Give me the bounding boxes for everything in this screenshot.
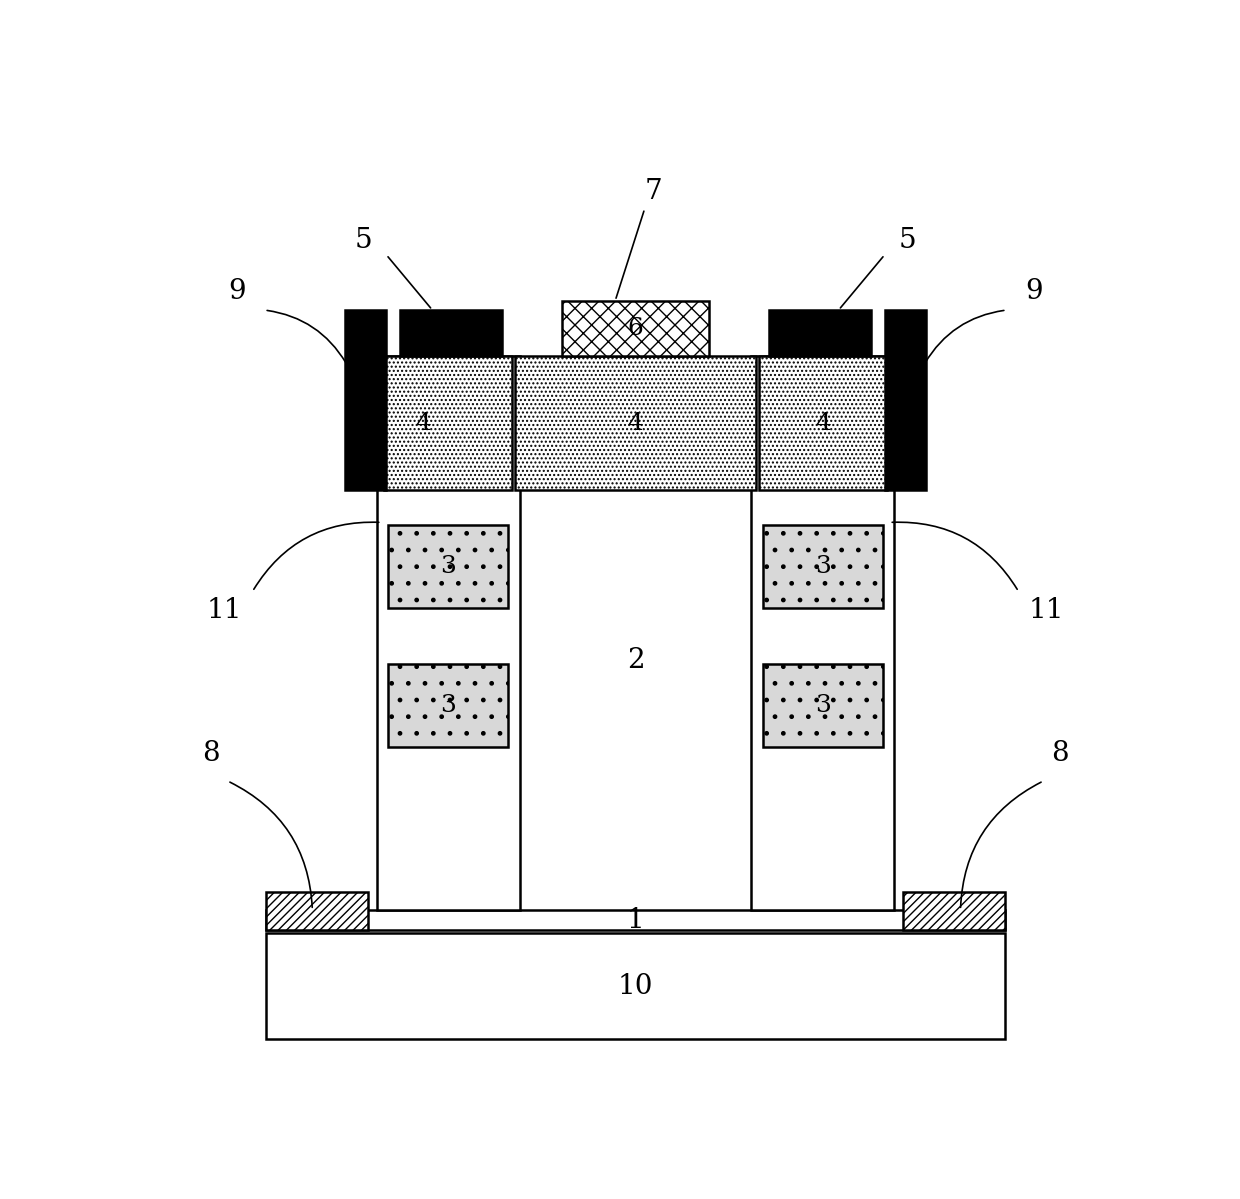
Bar: [903, 892, 1004, 930]
Text: 4: 4: [627, 412, 644, 435]
Text: 6: 6: [627, 317, 644, 341]
Text: 9: 9: [1025, 278, 1043, 305]
Text: 11: 11: [207, 597, 242, 623]
Text: 4: 4: [415, 412, 432, 435]
Text: 5: 5: [355, 228, 372, 254]
Text: 3: 3: [815, 555, 831, 578]
Bar: [759, 356, 887, 490]
Text: 10: 10: [618, 974, 653, 1000]
Bar: [885, 311, 926, 490]
Bar: [345, 311, 386, 490]
Text: 2: 2: [626, 647, 645, 674]
Text: 4: 4: [815, 412, 831, 435]
Bar: [401, 311, 502, 356]
Bar: [751, 356, 894, 910]
Bar: [516, 356, 755, 490]
Bar: [267, 910, 1004, 930]
Text: 7: 7: [645, 179, 663, 205]
Bar: [388, 525, 508, 608]
Bar: [377, 356, 520, 910]
Bar: [384, 356, 512, 490]
Bar: [267, 933, 1004, 1040]
Bar: [562, 301, 709, 356]
Bar: [763, 664, 883, 747]
Bar: [388, 664, 508, 747]
Text: 1: 1: [626, 906, 645, 934]
Text: 8: 8: [202, 740, 219, 766]
Text: 8: 8: [1052, 740, 1069, 766]
Bar: [763, 525, 883, 608]
Bar: [769, 311, 870, 356]
Text: 3: 3: [815, 694, 831, 717]
Text: 3: 3: [440, 555, 456, 578]
Text: 9: 9: [228, 278, 246, 305]
Bar: [267, 892, 368, 930]
Text: 3: 3: [440, 694, 456, 717]
Text: 5: 5: [899, 228, 916, 254]
Text: 11: 11: [1029, 597, 1064, 623]
